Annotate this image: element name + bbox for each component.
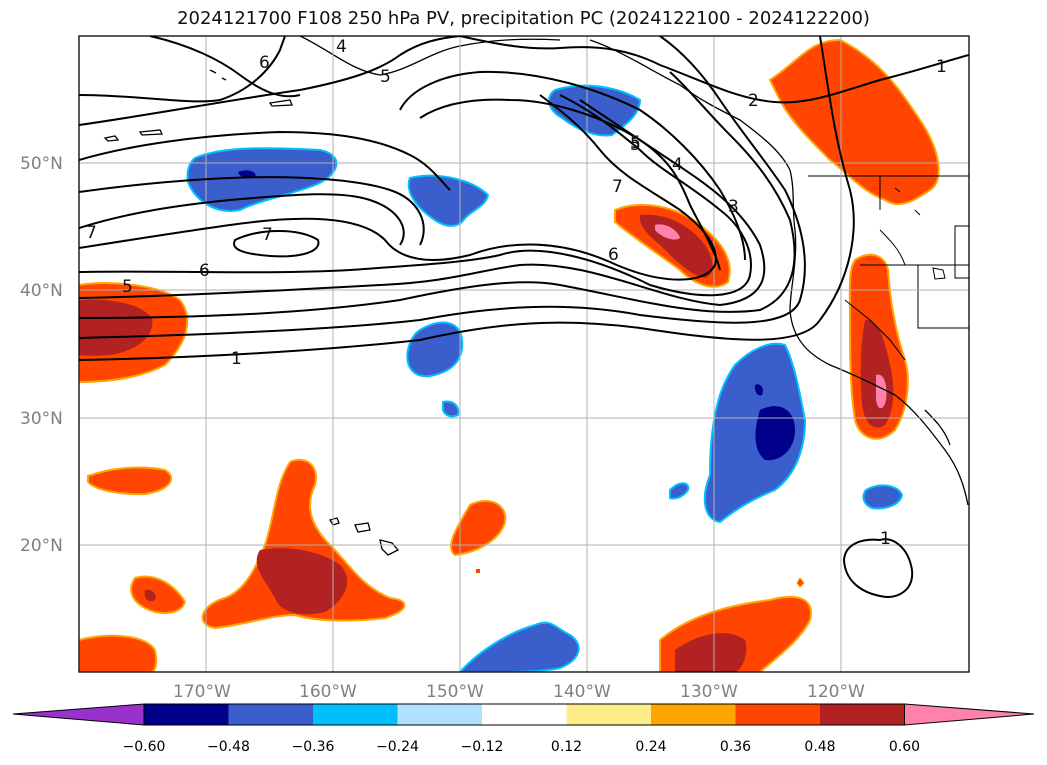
contour-label: 6	[259, 53, 270, 73]
positive-anomaly-region	[130, 575, 187, 615]
contour-label: 5	[630, 133, 641, 153]
colorbar-segment	[651, 704, 736, 725]
colorbar-tick-label: −0.60	[123, 739, 166, 755]
colorbar-segment	[228, 704, 313, 725]
negative-anomaly-region	[458, 621, 580, 672]
lon-label-160w: 160°W	[299, 682, 357, 702]
colorbar-upper-extension	[904, 703, 1035, 726]
colorbar-tick-label: −0.24	[376, 739, 419, 755]
colorbar-tick-label: −0.48	[207, 739, 250, 755]
map-title: 2024121700 F108 250 hPa PV, precipitatio…	[177, 8, 870, 29]
negative-anomaly-region	[406, 321, 464, 378]
map-area: 6 4 5 5 2 1 5 4 7 3 6 7 7 6 5 1 1	[79, 36, 969, 672]
lon-label-130w: 130°W	[680, 682, 738, 702]
lat-label-50n: 50°N	[20, 154, 63, 174]
negative-anomaly-region	[703, 342, 807, 524]
strong-negative-anomaly-region	[755, 406, 795, 461]
strong-negative-anomaly-region	[754, 384, 763, 396]
colorbar-segment	[735, 704, 820, 725]
political-borders	[808, 175, 969, 361]
colorbar-segment	[820, 704, 905, 725]
max-positive-anomaly-region	[876, 374, 887, 409]
contour-label: 5	[380, 67, 391, 87]
colorbar-tick-label: 0.48	[804, 739, 835, 755]
colorbar-segment	[397, 704, 482, 725]
lon-label-150w: 150°W	[426, 682, 484, 702]
positive-anomaly-region	[476, 569, 480, 573]
map-frame	[78, 35, 970, 673]
strong-positive-anomaly-region	[79, 299, 153, 356]
contour-label: 6	[608, 245, 619, 265]
contour-label: 5	[630, 135, 641, 155]
contour-label: 4	[672, 155, 683, 175]
longitude-labels: 170°W 160°W 150°W 140°W 130°W 120°W	[173, 682, 865, 702]
lon-label-140w: 140°W	[553, 682, 611, 702]
latitude-labels: 50°N 40°N 30°N 20°N	[20, 154, 63, 556]
lat-label-30n: 30°N	[20, 409, 63, 429]
negative-anomaly-region	[186, 147, 338, 212]
colorbar-segment	[566, 704, 651, 725]
negative-anomaly-region	[862, 484, 904, 510]
lon-label-170w: 170°W	[173, 682, 231, 702]
colorbar-tick-label: −0.12	[461, 739, 504, 755]
contour-label: 4	[336, 37, 347, 57]
lat-label-40n: 40°N	[20, 281, 63, 301]
colorbar-segment	[144, 704, 229, 725]
contour-label: 5	[122, 277, 133, 297]
contour-label: 2	[748, 91, 759, 111]
colorbar-tick-label: 0.24	[635, 739, 666, 755]
lon-label-120w: 120°W	[807, 682, 865, 702]
strong-positive-anomaly-region	[675, 633, 747, 672]
negative-anomaly-region	[442, 400, 460, 418]
contour-label: 1	[880, 529, 891, 549]
colorbar-segment	[482, 704, 567, 725]
colorbar-tick-label: 0.36	[720, 739, 751, 755]
max-positive-anomaly-region	[655, 224, 680, 240]
negative-anomaly-region	[669, 482, 690, 500]
pv-contours	[79, 36, 969, 598]
colorbar: −0.60 −0.48 −0.36 −0.24 −0.12 0.12 0.24 …	[12, 703, 1035, 755]
colorbar-segment	[313, 704, 398, 725]
contour-label: 7	[86, 223, 97, 243]
positive-anomaly-region	[79, 634, 158, 672]
colorbar-tick-label: 0.12	[551, 739, 582, 755]
strong-positive-anomaly-region	[256, 548, 348, 615]
colorbar-frame	[143, 703, 905, 726]
positive-anomaly-region	[796, 577, 805, 588]
positive-anomaly-region	[450, 500, 507, 557]
positive-anomaly-region	[201, 458, 406, 630]
contour-label: 7	[262, 225, 273, 245]
colorbar-lower-extension	[12, 703, 145, 726]
contour-label: 7	[612, 177, 623, 197]
colorbar-tick-label: −0.36	[292, 739, 335, 755]
strong-positive-anomaly-region	[144, 589, 156, 602]
contour-label: 6	[199, 261, 210, 281]
contour-labels: 6 4 5 5 2 1 5 4 7 3 6 7 7 6 5 1 1	[86, 37, 947, 549]
coastlines	[103, 36, 969, 556]
contour-label: 1	[231, 349, 242, 369]
contour-label: 3	[728, 197, 739, 217]
positive-anomaly-region	[87, 466, 172, 496]
gridlines	[79, 36, 969, 672]
colorbar-tick-label: 0.60	[889, 739, 920, 755]
contour-label: 1	[936, 57, 947, 77]
lat-label-20n: 20°N	[20, 536, 63, 556]
